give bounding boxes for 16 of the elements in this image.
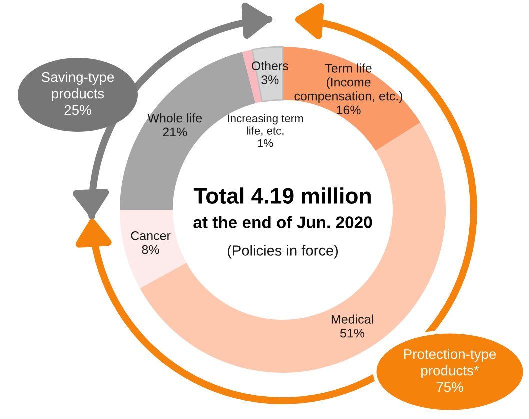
text: Total 4.19 million xyxy=(194,188,371,204)
data-label: 8% xyxy=(142,245,160,254)
slice-label: Increasing term life, etc. xyxy=(228,114,304,136)
text: (Policies in force) xyxy=(228,245,338,259)
slice-label: Medical xyxy=(332,314,374,324)
donut-slice xyxy=(120,210,187,289)
slice-label: Cancer xyxy=(131,231,171,240)
data-label: 1% xyxy=(258,139,274,148)
text: Saving-type products 25% xyxy=(42,72,114,116)
data-label: 51% xyxy=(340,329,365,338)
slice-label: Whole life xyxy=(148,114,202,123)
data-label: 21% xyxy=(163,128,188,137)
data-label: 3% xyxy=(262,76,279,84)
data-label: 16% xyxy=(337,106,361,115)
text: Protection-type products* 75% xyxy=(404,349,496,392)
text: at the end of Jun. 2020 xyxy=(194,216,372,228)
